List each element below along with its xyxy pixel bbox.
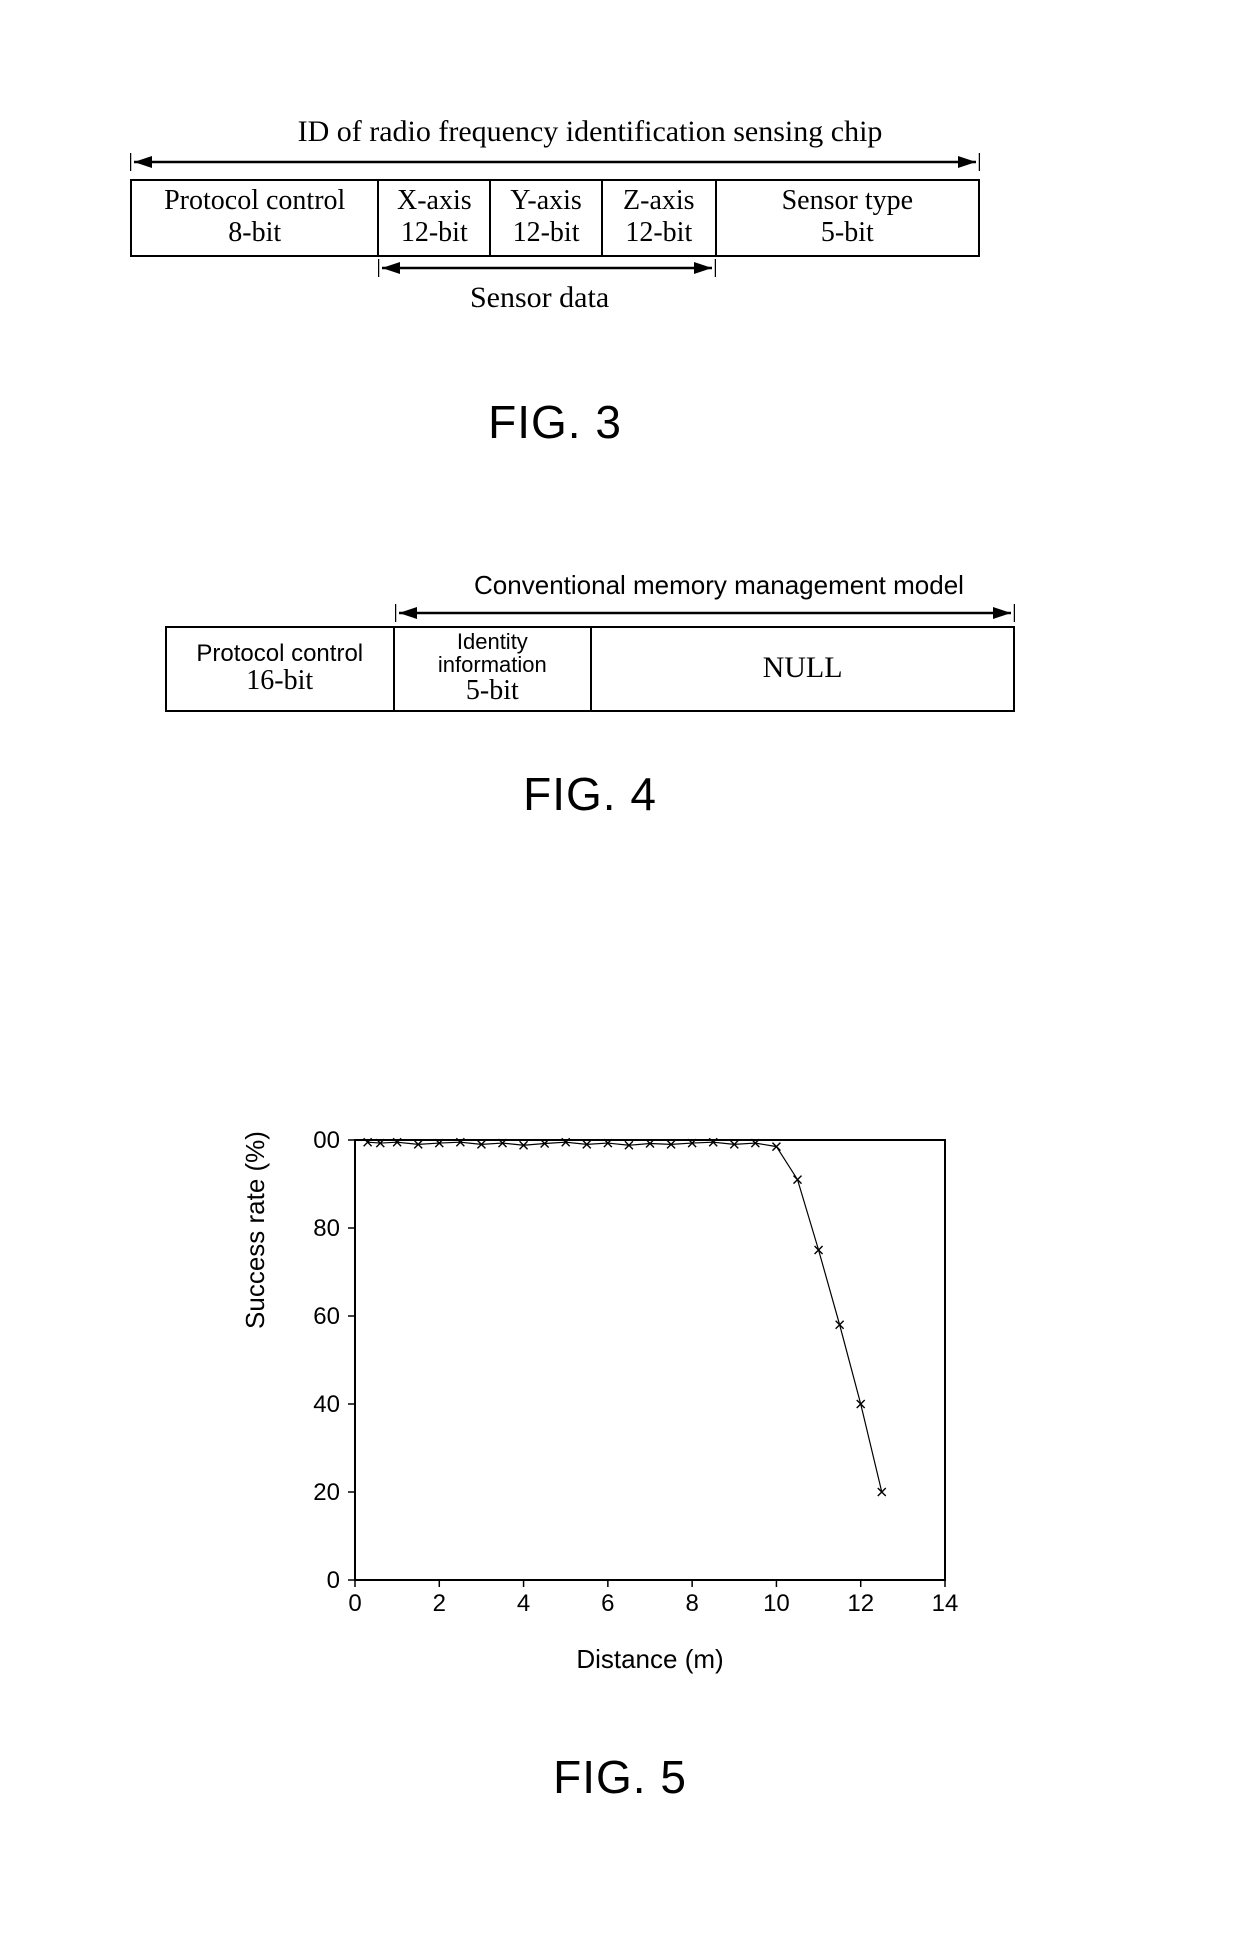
fig3-cell: Y-axis12-bit xyxy=(490,180,602,256)
svg-text:10: 10 xyxy=(763,1590,790,1617)
fig5-plot-svg: 0 2 4 6 8 10 12 14 0 20 40 60 80 00 xyxy=(250,1120,990,1650)
svg-text:6: 6 xyxy=(601,1590,614,1617)
fig4-span-header: Conventional memory management model xyxy=(165,570,1015,610)
fig4-span-title: Conventional memory management model xyxy=(423,570,1015,601)
fig4-caption: FIG. 4 xyxy=(120,767,1060,821)
fig4-cell: Protocol control16-bit xyxy=(166,627,394,711)
double-arrow-icon xyxy=(378,259,716,277)
fig4-table: Protocol control16-bitIdentityinformatio… xyxy=(165,626,1015,712)
fig3-sensor-label: Sensor data xyxy=(130,281,980,315)
fig3-cell: Z-axis12-bit xyxy=(602,180,716,256)
fig5-caption: FIG. 5 xyxy=(250,1750,990,1804)
svg-text:12: 12 xyxy=(847,1590,874,1617)
page: ID of radio frequency identification sen… xyxy=(0,0,1240,1948)
fig3-cell: Protocol control8-bit xyxy=(131,180,378,256)
fig3-caption: FIG. 3 xyxy=(65,395,1045,449)
fig3-cell: Sensor type5-bit xyxy=(716,180,979,256)
fig3-sensor-span xyxy=(130,257,980,279)
double-arrow-icon xyxy=(130,153,980,171)
fig4-cell: NULL xyxy=(591,627,1014,711)
svg-text:14: 14 xyxy=(932,1590,959,1617)
svg-text:20: 20 xyxy=(313,1479,340,1506)
svg-text:0: 0 xyxy=(327,1567,340,1594)
fig4-cell: Identityinformation5-bit xyxy=(394,627,592,711)
fig4-container: Conventional memory management model Pro… xyxy=(165,570,1015,821)
fig3-span-title: ID of radio frequency identification sen… xyxy=(200,115,980,149)
fig3-container: ID of radio frequency identification sen… xyxy=(130,115,980,449)
svg-text:0: 0 xyxy=(348,1590,361,1617)
svg-text:60: 60 xyxy=(313,1303,340,1330)
fig3-table: Protocol control8-bitX-axis12-bitY-axis1… xyxy=(130,179,980,257)
double-arrow-icon xyxy=(395,604,1015,622)
fig5-container: Success rate (%) 0246810121402040608000 … xyxy=(250,1120,990,1804)
svg-text:2: 2 xyxy=(433,1590,446,1617)
svg-text:40: 40 xyxy=(313,1391,340,1418)
fig5-chart: Success rate (%) 0246810121402040608000 xyxy=(250,1120,990,1650)
svg-text:00: 00 xyxy=(313,1127,340,1154)
fig3-cell: X-axis12-bit xyxy=(378,180,490,256)
svg-text:4: 4 xyxy=(517,1590,530,1617)
svg-text:8: 8 xyxy=(685,1590,698,1617)
fig3-span-header: ID of radio frequency identification sen… xyxy=(130,115,980,161)
svg-text:80: 80 xyxy=(313,1215,340,1242)
fig5-ylabel: Success rate (%) xyxy=(240,1080,271,1380)
